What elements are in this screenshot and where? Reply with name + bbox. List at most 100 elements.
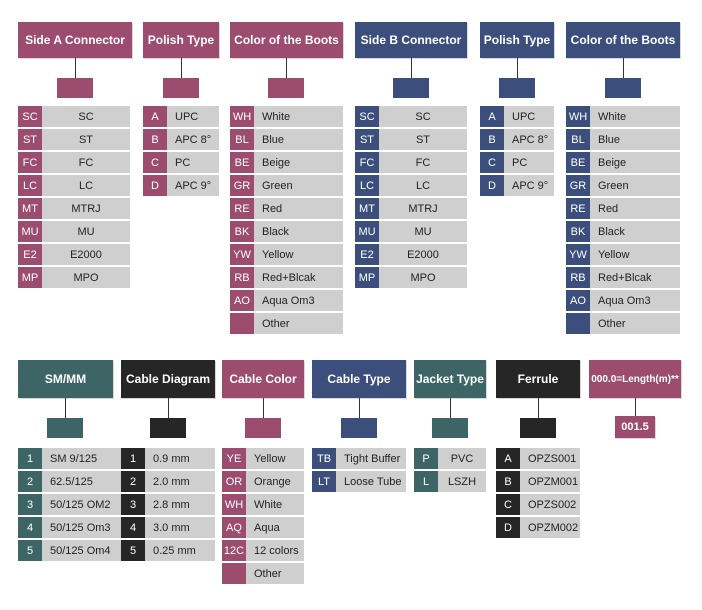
side-a-connector-header: Side A Connector xyxy=(18,22,132,58)
table-row: WH White xyxy=(566,106,680,127)
table-row: FC FC xyxy=(355,152,467,173)
table-row: YE Yellow xyxy=(222,448,304,469)
option-code: L xyxy=(414,471,438,492)
option-code xyxy=(230,313,254,334)
option-code: WH xyxy=(230,106,254,127)
table-row: 1 SM 9/125 xyxy=(18,448,125,469)
option-label: Other xyxy=(590,313,680,334)
option-label: MTRJ xyxy=(379,198,467,219)
table-row: YW Yellow xyxy=(566,244,680,265)
option-label: 12 colors xyxy=(246,540,304,561)
option-code: FC xyxy=(355,152,379,173)
table-row: MU MU xyxy=(355,221,467,242)
option-code: MP xyxy=(18,267,42,288)
option-code: SC xyxy=(355,106,379,127)
option-code: BK xyxy=(230,221,254,242)
table-row: RE Red xyxy=(230,198,343,219)
table-row: 4 3.0 mm xyxy=(121,517,215,538)
option-code: 12C xyxy=(222,540,246,561)
option-label: 2.8 mm xyxy=(145,494,215,515)
connector-line xyxy=(538,398,539,418)
ferrule-header: Ferrule xyxy=(496,360,580,398)
connector-line xyxy=(517,58,518,78)
table-row: SC SC xyxy=(355,106,467,127)
table-row: GR Green xyxy=(566,175,680,196)
option-label: MPO xyxy=(379,267,467,288)
option-label: Blue xyxy=(254,129,343,150)
length-header: 000.0=Length(m)** xyxy=(589,360,681,398)
option-label: 50/125 Om3 xyxy=(42,517,125,538)
table-row: D APC 9° xyxy=(480,175,554,196)
table-row: 5 0.25 mm xyxy=(121,540,215,561)
option-label: Other xyxy=(246,563,304,584)
option-code: LT xyxy=(312,471,336,492)
option-label: Red xyxy=(590,198,680,219)
table-row: ST ST xyxy=(355,129,467,150)
table-row: 2 62.5/125 xyxy=(18,471,125,492)
table-row: RE Red xyxy=(566,198,680,219)
sm-mm-header: SM/MM xyxy=(18,360,113,398)
option-code: E2 xyxy=(355,244,379,265)
option-label: Yellow xyxy=(254,244,343,265)
code-placeholder-box xyxy=(47,418,83,438)
polish-type-b-header: Polish Type xyxy=(480,22,554,58)
table-row: AO Aqua Om3 xyxy=(230,290,343,311)
code-placeholder-box xyxy=(393,78,429,98)
option-code: B xyxy=(143,129,167,150)
connector-line xyxy=(65,398,66,418)
code-placeholder-box xyxy=(57,78,93,98)
connector-line xyxy=(181,58,182,78)
connector-line xyxy=(286,58,287,78)
boot-color-b-header: Color of the Boots xyxy=(566,22,680,58)
table-row: GR Green xyxy=(230,175,343,196)
option-code: 5 xyxy=(121,540,145,561)
table-row: FC FC xyxy=(18,152,130,173)
cable-diagram-header: Cable Diagram xyxy=(121,360,215,398)
option-code: ST xyxy=(355,129,379,150)
table-row: D APC 9° xyxy=(143,175,219,196)
option-label: LC xyxy=(42,175,130,196)
option-code: WH xyxy=(222,494,246,515)
table-row: C OPZS002 xyxy=(496,494,580,515)
option-label: SC xyxy=(42,106,130,127)
option-label: Other xyxy=(254,313,343,334)
option-label: LSZH xyxy=(438,471,486,492)
table-row: Other xyxy=(230,313,343,334)
option-code: BK xyxy=(566,221,590,242)
option-code: C xyxy=(143,152,167,173)
table-row: E2 E2000 xyxy=(355,244,467,265)
table-row: Other xyxy=(566,313,680,334)
table-row: WH White xyxy=(222,494,304,515)
option-label: SC xyxy=(379,106,467,127)
table-row: 1 0.9 mm xyxy=(121,448,215,469)
option-code: 5 xyxy=(18,540,42,561)
option-label: Aqua xyxy=(246,517,304,538)
code-placeholder-box xyxy=(520,418,556,438)
option-code: A xyxy=(496,448,520,469)
option-code: RB xyxy=(230,267,254,288)
side-b-connector-header: Side B Connector xyxy=(355,22,467,58)
code-placeholder-box xyxy=(268,78,304,98)
option-label: Loose Tube xyxy=(336,471,406,492)
option-label: Black xyxy=(590,221,680,242)
code-placeholder-box xyxy=(163,78,199,98)
boot-color-a-header: Color of the Boots xyxy=(230,22,343,58)
connector-line xyxy=(623,58,624,78)
option-code: TB xyxy=(312,448,336,469)
option-label: 2.0 mm xyxy=(145,471,215,492)
option-label: Aqua Om3 xyxy=(590,290,680,311)
option-label: Red+Blcak xyxy=(254,267,343,288)
connector-line xyxy=(411,58,412,78)
table-row: B OPZM001 xyxy=(496,471,580,492)
option-code: 1 xyxy=(18,448,42,469)
table-row: RB Red+Blcak xyxy=(566,267,680,288)
option-label: Aqua Om3 xyxy=(254,290,343,311)
option-label: APC 9° xyxy=(167,175,219,196)
option-label: Red+Blcak xyxy=(590,267,680,288)
option-code: BL xyxy=(230,129,254,150)
option-code: MT xyxy=(355,198,379,219)
table-row: 3 50/125 OM2 xyxy=(18,494,125,515)
option-label: OPZM001 xyxy=(520,471,580,492)
option-label: 50/125 Om4 xyxy=(42,540,125,561)
option-label: UPC xyxy=(167,106,219,127)
